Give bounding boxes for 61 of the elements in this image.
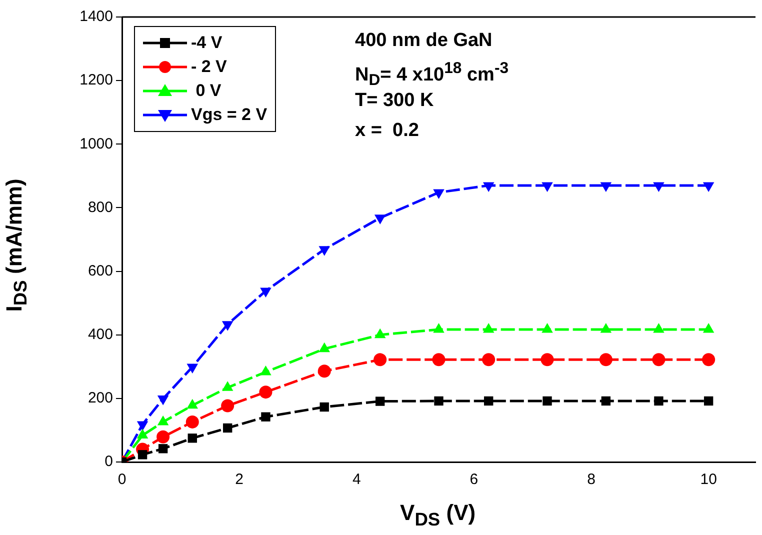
point	[542, 182, 553, 192]
point	[138, 450, 148, 460]
y-tick-label: 200	[88, 390, 113, 407]
point	[186, 415, 199, 428]
y-tick-label: 400	[88, 326, 113, 343]
point	[652, 353, 666, 366]
point	[157, 395, 169, 406]
annotation: N$_{D}$= 4 x10$^{18}$ cm$^{-3}$	[355, 60, 509, 90]
point	[188, 434, 197, 443]
annotation: x = 0.2	[355, 120, 420, 143]
point	[374, 214, 386, 224]
point	[318, 246, 330, 256]
point	[186, 364, 198, 374]
point	[222, 423, 232, 433]
annotation: 400 nm de GaN	[355, 30, 494, 53]
point	[601, 396, 611, 406]
y-tick-label: 0	[104, 453, 113, 470]
point	[654, 396, 664, 406]
x-tick-label: 0	[118, 471, 126, 488]
legend-label: -4 V	[191, 33, 222, 53]
y-tick-label: 800	[88, 198, 113, 216]
legend-label: 0 V	[194, 81, 222, 101]
legend-label: - 2 V	[191, 57, 227, 77]
y-tick-label: 600	[88, 262, 113, 280]
point	[653, 182, 664, 192]
point	[156, 430, 170, 444]
x-axis-title: V$_{DS}$ (V)	[400, 500, 476, 530]
y-tick-label: 1400	[80, 8, 113, 26]
point	[222, 321, 234, 331]
point	[318, 364, 331, 378]
point	[484, 396, 494, 406]
point	[704, 396, 714, 406]
point	[260, 288, 272, 298]
point	[702, 182, 714, 192]
point	[261, 412, 270, 422]
x-tick-label: 6	[470, 471, 478, 488]
x-tick-label: 2	[235, 471, 244, 488]
point	[375, 396, 385, 406]
legend-label: Vgs = 2 V	[191, 105, 268, 125]
point	[599, 353, 612, 366]
point	[540, 353, 554, 366]
y-tick-label: 1000	[80, 135, 113, 152]
point	[482, 353, 496, 366]
point	[702, 353, 716, 366]
point	[320, 402, 329, 412]
point	[542, 396, 552, 406]
x-tick-label: 8	[587, 471, 596, 488]
point	[374, 353, 387, 366]
y-tick-label: 1200	[80, 72, 113, 89]
point	[136, 428, 148, 439]
annotation: T= 300 K	[355, 90, 435, 113]
point	[482, 182, 494, 192]
point	[158, 444, 168, 454]
point	[221, 399, 234, 412]
x-tick-label: 4	[352, 471, 361, 488]
point	[433, 189, 444, 199]
point	[434, 396, 444, 406]
x-tick-label: 10	[700, 471, 717, 488]
point	[432, 353, 446, 366]
point	[259, 386, 272, 399]
point	[600, 182, 612, 192]
